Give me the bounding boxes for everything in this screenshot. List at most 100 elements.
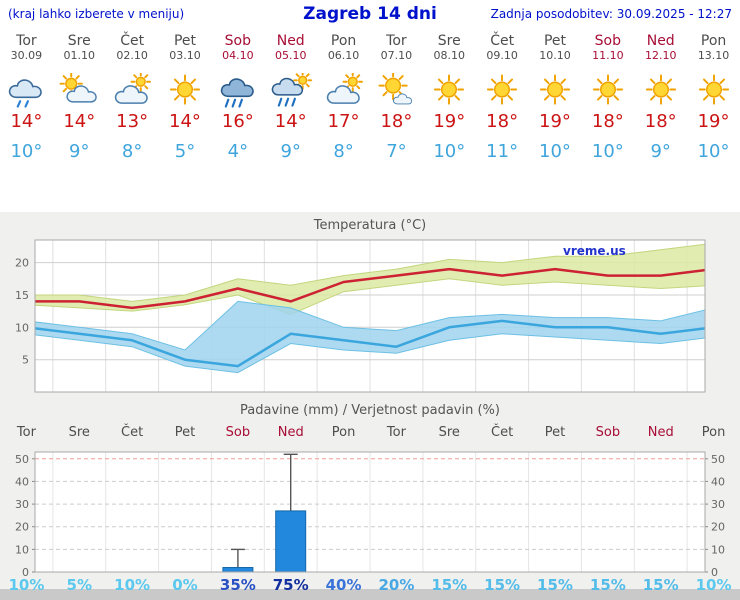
precip-probability: 10% (695, 576, 732, 594)
max-temperature: 18° (486, 111, 519, 132)
svg-text:30: 30 (711, 498, 725, 511)
day-name: Čet (120, 33, 145, 49)
day-date: 05.10 (274, 49, 307, 62)
svg-text:20: 20 (15, 257, 29, 270)
temperature-chart-title: Temperatura (°C) (313, 218, 427, 233)
precip-day-label: Ned (277, 425, 304, 440)
precip-day-label: Tor (16, 425, 36, 440)
precip-probability: 0% (172, 576, 198, 594)
min-temperature: 10° (10, 141, 43, 162)
day-column-header: Pet 10.10 (529, 33, 582, 62)
min-temperature: 5° (174, 141, 196, 162)
max-temperature: 18° (591, 111, 624, 132)
day-date: 13.10 (697, 49, 730, 62)
precip-probability: 10% (8, 576, 45, 594)
svg-text:20: 20 (711, 521, 725, 534)
weather-icons-row (0, 73, 740, 108)
sunny-icon (487, 74, 518, 105)
day-column-header: Sre 01.10 (53, 33, 106, 62)
precipitation-chart-svg: 0 0 10 10 20 20 30 30 40 40 50 50 (15, 451, 725, 579)
sunny-icon (592, 74, 623, 105)
day-column-header: Tor 30.09 (0, 33, 53, 62)
day-column-header: Ned 05.10 (264, 33, 317, 62)
min-temperature: 7° (386, 141, 407, 162)
day-headers-row: Tor 30.09 Sre 01.10 Čet 02.10 Pet 03.10 Sob 04.10… (0, 33, 740, 62)
max-temperature: 18° (380, 111, 413, 132)
page-title: Zagreb 14 dni (303, 4, 437, 24)
cloud-sun-icon (326, 73, 363, 104)
day-date: 01.10 (63, 49, 96, 62)
day-date: 09.10 (486, 49, 518, 62)
svg-text:5: 5 (22, 354, 29, 367)
precip-day-labels-row: Tor Sre Čet Pet Sob Ned Pon Tor Sre Čet Pet Sob Ned P… (0, 425, 740, 440)
day-name: Pet (543, 33, 567, 49)
min-temperature: 11° (486, 141, 519, 162)
weather-icon-cell (0, 73, 53, 108)
last-update: Zadnja posodobitev: 30.09.2025 - 12:27 (490, 7, 732, 21)
heavy-rain-icon (220, 78, 254, 108)
svg-text:50: 50 (15, 453, 29, 466)
day-column-header: Sob 04.10 (211, 33, 264, 62)
day-column-header: Sob 11.10 (581, 33, 634, 62)
max-temps-row: 14° 14° 13° 14° 16° 14° 17° 18° 19° 18° 19° 18° 18° 1… (0, 111, 740, 132)
day-name: Sre (437, 33, 461, 49)
sunny-icon (645, 74, 676, 105)
precip-day-label: Pet (544, 425, 566, 440)
day-date: 12.10 (644, 49, 677, 62)
svg-text:20: 20 (15, 521, 29, 534)
day-date: 03.10 (169, 49, 201, 62)
svg-text:10: 10 (711, 543, 725, 556)
svg-text:15: 15 (15, 289, 29, 302)
day-column-header: Čet 02.10 (106, 33, 159, 62)
temperature-chart: 5 10 15 20 vreme.us (0, 234, 740, 403)
sunny-icon (539, 74, 571, 105)
min-temperature: 9° (69, 141, 90, 162)
precip-day-label: Sob (225, 425, 251, 440)
precip-probability: 40% (325, 576, 362, 594)
day-column-header: Ned 12.10 (634, 33, 687, 62)
precip-probability: 20% (378, 576, 415, 594)
svg-text:40: 40 (711, 475, 725, 488)
max-temperature: 13° (116, 111, 149, 132)
day-column-header: Tor 07.10 (370, 33, 423, 62)
precip-day-label: Sre (68, 425, 90, 440)
svg-text:0: 0 (711, 566, 718, 578)
day-name: Pet (173, 33, 197, 49)
min-temperature: 9° (650, 141, 671, 162)
min-temperature: 10° (539, 141, 571, 162)
min-temperature: 10° (591, 141, 624, 162)
day-column-header: Pet 03.10 (159, 33, 212, 62)
min-temperature: 8° (333, 141, 354, 162)
precip-probability: 15% (484, 576, 521, 594)
day-date: 06.10 (327, 49, 360, 62)
day-name: Pon (700, 33, 727, 49)
day-column-header: Sre 08.10 (423, 33, 476, 62)
day-name: Sob (224, 33, 252, 49)
precip-day-label: Pet (174, 425, 196, 440)
max-temperature: 14° (169, 111, 201, 132)
max-temperature: 17° (327, 111, 360, 132)
min-temps-row: 10° 9° 8° 5° 4° 9° 8° 7° 10° 11° 10° 10° 9° 10° (0, 141, 740, 162)
svg-text:10: 10 (15, 321, 29, 334)
weather-icon-cell (370, 73, 423, 108)
weather-icon-cell (106, 73, 159, 108)
precip-day-label: Čet (121, 425, 144, 440)
sunny-icon (698, 74, 729, 105)
sun-small-cloud-icon (378, 73, 413, 105)
temperature-chart-svg: 5 10 15 20 vreme.us (15, 239, 706, 393)
precip-probability: 5% (66, 576, 92, 594)
precip-probability: 15% (431, 576, 468, 594)
location-menu-note: (kraj lahko izberete v meniju) (8, 7, 185, 21)
day-name: Tor (386, 33, 407, 49)
precip-day-label: Ned (647, 425, 674, 440)
precip-probability: 15% (537, 576, 573, 594)
weather-icon-cell (53, 73, 106, 108)
day-name: Čet (490, 33, 515, 49)
max-temperature: 19° (433, 111, 466, 132)
weather-icon-cell (159, 73, 212, 108)
weather-icon-cell (634, 73, 687, 108)
precip-probability: 75% (272, 576, 309, 594)
bottom-strip (0, 589, 740, 600)
precip-probability: 15% (589, 576, 626, 594)
